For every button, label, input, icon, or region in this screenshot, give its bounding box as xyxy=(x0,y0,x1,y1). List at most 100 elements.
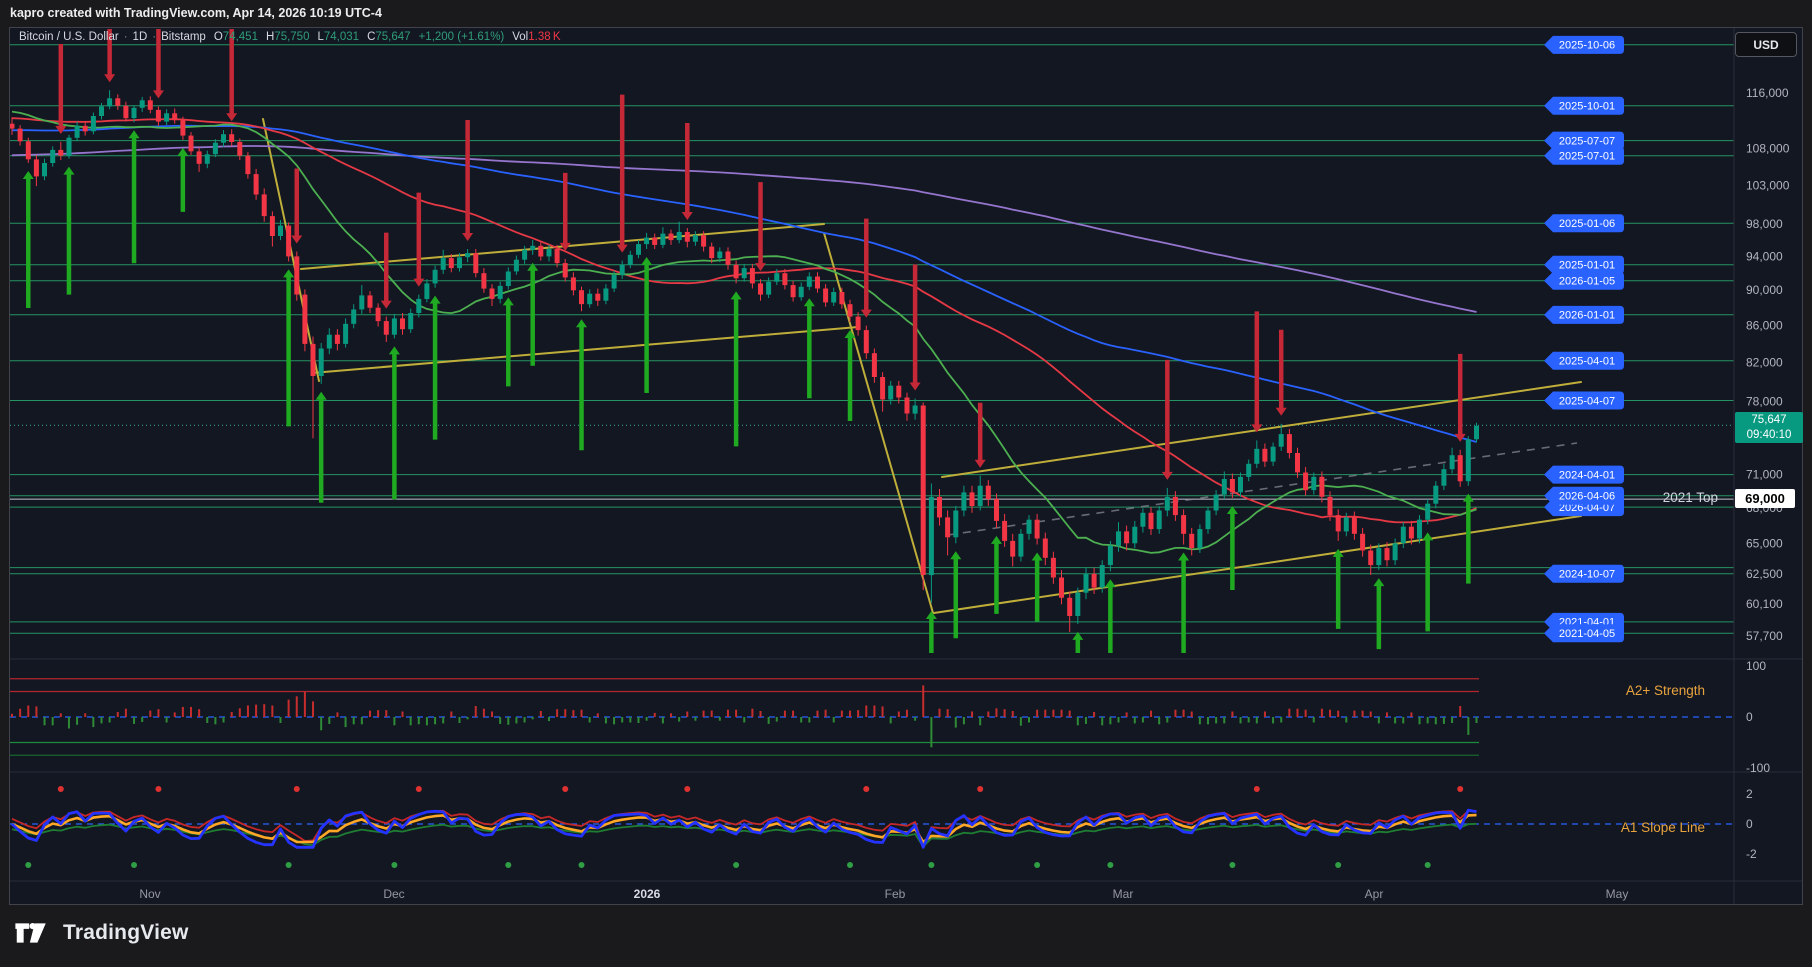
low-value: 74,031 xyxy=(323,31,360,43)
date-tag xyxy=(1544,131,1624,150)
candles-layer xyxy=(10,90,1479,632)
buy-dot-icon xyxy=(1034,861,1041,868)
svg-text:2024-10-07: 2024-10-07 xyxy=(1559,569,1615,581)
separators-layer xyxy=(10,28,1802,904)
buy-dot-icon xyxy=(1335,861,1342,868)
svg-text:2026: 2026 xyxy=(634,887,661,901)
buy-dot-icon xyxy=(733,861,740,868)
volume-value: 1.38 K xyxy=(528,31,561,43)
svg-text:86,000: 86,000 xyxy=(1746,319,1783,333)
buy-dot-icon xyxy=(1107,861,1114,868)
buy-dot-icon xyxy=(285,861,292,868)
time-axis-labels[interactable]: Nov Dec 2026 Feb Mar Apr May xyxy=(139,887,1628,901)
sell-dot-icon xyxy=(155,786,162,793)
sell-dot-icon xyxy=(562,786,569,793)
chart-background xyxy=(10,28,1802,904)
buy-dot-icon xyxy=(391,861,398,868)
svg-text:116,000: 116,000 xyxy=(1746,86,1789,100)
chart-canvas[interactable]: 116,000 108,000 103,000 98,000 94,000 90,000 8… xyxy=(10,28,1802,904)
date-tag xyxy=(1544,305,1624,324)
level-69000-badge: 69,000 xyxy=(1735,489,1795,508)
svg-text:May: May xyxy=(1606,887,1629,901)
slope-pane-layer xyxy=(10,786,1734,868)
change-value: +1,200 (+1.61%) xyxy=(418,31,505,43)
svg-text:62,500: 62,500 xyxy=(1746,567,1783,581)
svg-text:Mar: Mar xyxy=(1113,887,1134,901)
svg-text:-100: -100 xyxy=(1746,761,1770,775)
slope-pane-label: A1 Slope Line xyxy=(1620,820,1705,835)
open-label: O xyxy=(213,31,223,43)
current-price-badge: 75,647 09:40:10 xyxy=(1735,412,1803,443)
tradingview-logo[interactable]: TradingView xyxy=(14,920,189,946)
chart-widget[interactable]: 116,000 108,000 103,000 98,000 94,000 90,000 8… xyxy=(9,27,1803,905)
close-value: 75,647 xyxy=(375,31,411,43)
buy-dot-icon xyxy=(505,861,512,868)
interval-label[interactable]: 1D xyxy=(132,31,148,43)
svg-text:57,700: 57,700 xyxy=(1746,629,1783,643)
svg-text:60,100: 60,100 xyxy=(1746,597,1783,611)
svg-text:71,000: 71,000 xyxy=(1746,468,1783,482)
svg-text:Feb: Feb xyxy=(885,887,906,901)
exchange-label: Bitstamp xyxy=(161,31,206,43)
date-tag xyxy=(1544,391,1624,410)
svg-text:2026-04-06: 2026-04-06 xyxy=(1559,491,1615,503)
legend-separator: · xyxy=(152,31,157,43)
date-tag xyxy=(1544,255,1624,274)
svg-text:65,000: 65,000 xyxy=(1746,536,1783,550)
svg-text:2026-01-05: 2026-01-05 xyxy=(1559,276,1615,288)
current-price-value: 75,647 xyxy=(1751,414,1787,426)
svg-text:100: 100 xyxy=(1746,659,1766,673)
symbol-legend[interactable]: Bitcoin / U.S. Dollar · 1D · Bitstamp O74,451… xyxy=(19,31,561,49)
svg-text:2026-04-07: 2026-04-07 xyxy=(1559,502,1615,514)
slope-blue-line xyxy=(11,808,1477,849)
svg-text:98,000: 98,000 xyxy=(1746,217,1783,231)
currency-toggle-button[interactable]: USD xyxy=(1735,32,1797,57)
svg-text:2025-07-07: 2025-07-07 xyxy=(1559,135,1615,147)
ma-long-line xyxy=(11,145,1477,313)
strength-pane-label: A2+ Strength xyxy=(1625,683,1705,698)
date-tag xyxy=(1544,96,1624,115)
attribution-text: kapro created with TradingView.com, Apr … xyxy=(10,6,382,20)
svg-text:108,000: 108,000 xyxy=(1746,141,1790,155)
svg-text:0: 0 xyxy=(1746,817,1753,831)
date-tag xyxy=(1544,271,1624,290)
buy-dot-icon xyxy=(578,861,585,868)
sell-dot-icon xyxy=(684,786,691,793)
date-tag xyxy=(1544,624,1624,643)
bar-countdown: 09:40:10 xyxy=(1746,429,1792,441)
open-value: 74,451 xyxy=(222,31,258,43)
date-tag xyxy=(1544,465,1624,484)
low-label: L xyxy=(317,31,324,43)
svg-text:2024-04-01: 2024-04-01 xyxy=(1559,469,1615,481)
svg-text:2026-01-01: 2026-01-01 xyxy=(1559,310,1615,322)
date-tags-layer[interactable]: 2026-04-072021-04-012025-10-062025-10-01… xyxy=(1544,35,1624,643)
high-value: 75,750 xyxy=(274,31,310,43)
strength-histogram xyxy=(11,685,1478,748)
tradingview-logo-icon xyxy=(15,923,46,943)
svg-text:2025-04-07: 2025-04-07 xyxy=(1559,395,1615,407)
buy-dot-icon xyxy=(1424,861,1431,868)
svg-text:Nov: Nov xyxy=(139,887,160,901)
svg-text:Apr: Apr xyxy=(1365,887,1384,901)
price-axis-labels[interactable]: 116,000 108,000 103,000 98,000 94,000 90,000 8… xyxy=(1746,86,1790,861)
buy-dot-icon xyxy=(847,861,854,868)
strength-pane-layer xyxy=(10,678,1734,756)
buy-dot-icon xyxy=(1229,861,1236,868)
svg-text:2025-10-06: 2025-10-06 xyxy=(1559,40,1615,52)
slope-red-line xyxy=(11,809,1477,848)
date-tag xyxy=(1544,214,1624,233)
svg-text:103,000: 103,000 xyxy=(1746,178,1790,192)
svg-text:2025-07-01: 2025-07-01 xyxy=(1559,151,1615,163)
symbol-name[interactable]: Bitcoin / U.S. Dollar xyxy=(19,31,119,43)
dashed-projection-line xyxy=(947,442,1578,536)
svg-text:78,000: 78,000 xyxy=(1746,395,1783,409)
sell-dot-icon xyxy=(977,786,984,793)
sell-dot-icon xyxy=(863,786,870,793)
date-tag xyxy=(1544,146,1624,165)
footer-bar: TradingView xyxy=(0,905,1812,967)
date-tag xyxy=(1544,351,1624,370)
svg-text:82,000: 82,000 xyxy=(1746,356,1783,370)
svg-text:2025-01-06: 2025-01-06 xyxy=(1559,218,1615,230)
attribution-bar: kapro created with TradingView.com, Apr … xyxy=(0,0,1812,27)
svg-text:2021-04-05: 2021-04-05 xyxy=(1559,628,1615,640)
